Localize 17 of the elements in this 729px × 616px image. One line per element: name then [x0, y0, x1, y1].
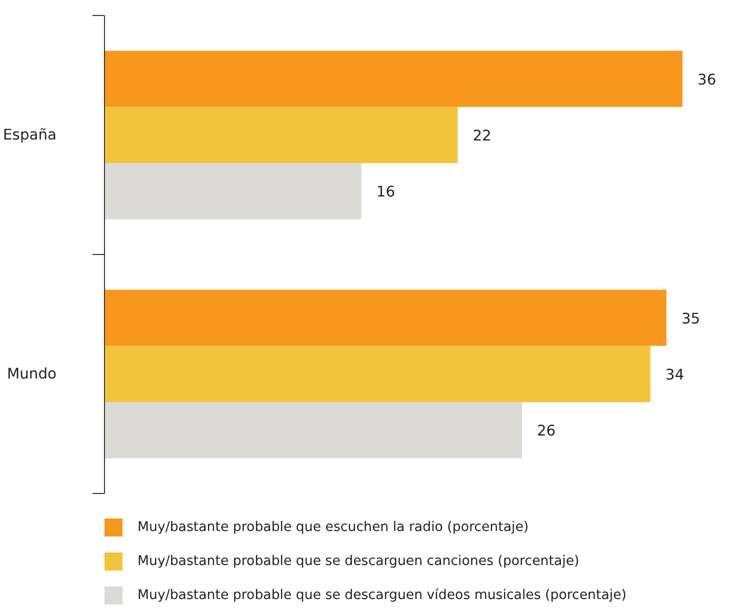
- data-label: 35: [681, 310, 700, 328]
- legend-label: Muy/bastante probable que escuchen la radio (porcentaje): [138, 520, 529, 535]
- y-tick-label: España: [3, 126, 56, 144]
- data-label: 26: [536, 422, 556, 440]
- data-label: 34: [665, 366, 684, 384]
- legend-label: Muy/bastante probable que se descarguen canciones (porcentaje): [138, 554, 580, 569]
- bar: [104, 50, 682, 107]
- bar: [104, 402, 522, 458]
- y-tick-label: Mundo: [7, 366, 57, 382]
- data-label: 16: [376, 184, 396, 201]
- legend-label: Muy/bastante probable que se descarguen vídeos musicales (porcentaje): [138, 588, 627, 603]
- data-label: 36: [698, 71, 716, 88]
- bar: [104, 106, 458, 164]
- bar: [104, 346, 650, 402]
- data-label: 22: [472, 128, 492, 144]
- bar: [104, 163, 362, 220]
- bar: [104, 290, 666, 346]
